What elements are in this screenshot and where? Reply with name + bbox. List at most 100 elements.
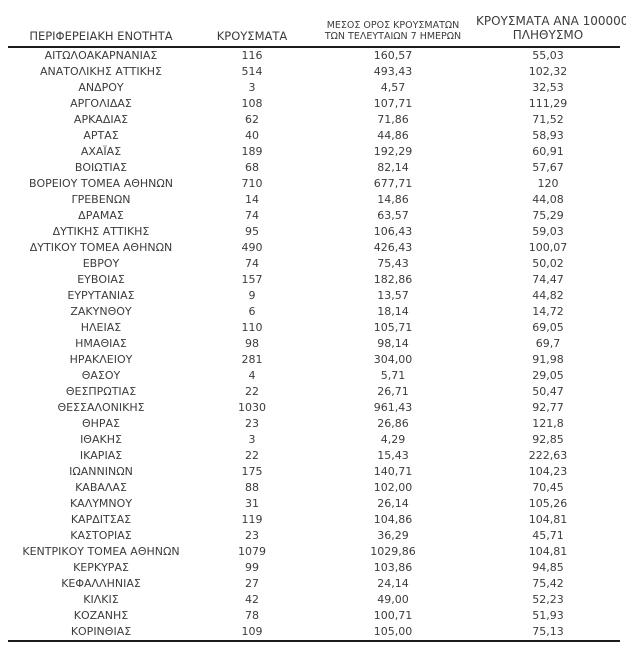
table-row: ΙΘΑΚΗΣ 3 4,29 92,85	[8, 432, 620, 448]
per-100k-cell: 104,81	[528, 545, 568, 558]
per-100k-cell: 92,85	[532, 433, 564, 446]
table-row: ΚΑΒΑΛΑΣ 88 102,00 70,45	[8, 480, 620, 496]
per-100k-cell: 92,77	[532, 401, 564, 414]
region-name-cell: ΕΥΡΥΤΑΝΙΑΣ	[67, 289, 135, 302]
table-body: ΑΙΤΩΛΟΑΚΑΡΝΑΝΙΑΣ 116 160,57 55,03 ΑΝΑΤΟΛ…	[8, 47, 620, 642]
cases-cell: 281	[241, 353, 263, 366]
avg-7day-cell: 182,86	[373, 273, 413, 286]
avg-7day-cell: 36,29	[377, 529, 409, 542]
table-row: ΗΡΑΚΛΕΙΟΥ 281 304,00 91,98	[8, 352, 620, 368]
per-100k-cell: 52,23	[532, 593, 564, 606]
avg-7day-cell: 98,14	[377, 337, 409, 350]
table-row: ΚΕΡΚΥΡΑΣ 99 103,86 94,85	[8, 560, 620, 576]
region-name-cell: ΙΩΑΝΝΙΝΩΝ	[69, 465, 133, 478]
region-name-cell: ΗΜΑΘΙΑΣ	[75, 337, 127, 350]
per-100k-cell: 59,03	[532, 225, 564, 238]
avg-7day-cell: 107,71	[373, 97, 413, 110]
per-100k-cell: 44,82	[532, 289, 564, 302]
col-header-regional-unit: ΠΕΡΙΦΕΡΕΙΑΚΗ ΕΝΟΤΗΤΑ	[8, 0, 194, 48]
table-row: ΑΡΓΟΛΙΔΑΣ 108 107,71 111,29	[8, 96, 620, 112]
cases-cell: 157	[241, 273, 263, 286]
cases-cell: 6	[248, 305, 256, 318]
avg-7day-cell: 26,86	[377, 417, 409, 430]
table-row: ΔΥΤΙΚΟΥ ΤΟΜΕΑ ΑΘΗΝΩΝ 490 426,43 100,07	[8, 240, 620, 256]
region-name-cell: ΑΡΓΟΛΙΔΑΣ	[70, 97, 132, 110]
region-name-cell: ΑΝΑΤΟΛΙΚΗΣ ΑΤΤΙΚΗΣ	[40, 65, 162, 78]
table-row: ΙΩΑΝΝΙΝΩΝ 175 140,71 104,23	[8, 464, 620, 480]
avg-7day-cell: 493,43	[373, 65, 413, 78]
cases-cell: 68	[245, 161, 259, 174]
region-name-cell: ΚΑΣΤΟΡΙΑΣ	[70, 529, 132, 542]
col-header-7day-average: ΜΕΣΟΣ ΟΡΟΣ ΚΡΟΥΣΜΑΤΩΝ ΤΩΝ ΤΕΛΕΥΤΑΙΩΝ 7 Η…	[310, 0, 476, 48]
col-header-7day-average-line2: ΤΩΝ ΤΕΛΕΥΤΑΙΩΝ 7 ΗΜΕΡΩΝ	[324, 31, 462, 43]
avg-7day-cell: 75,43	[377, 257, 409, 270]
cases-cell: 14	[245, 193, 259, 206]
avg-7day-cell: 105,71	[373, 321, 413, 334]
region-name-cell: ΚΑΡΔΙΤΣΑΣ	[70, 513, 132, 526]
table-row: ΓΡΕΒΕΝΩΝ 14 14,86 44,08	[8, 192, 620, 208]
table-row: ΚΟΡΙΝΘΙΑΣ 109 105,00 75,13	[8, 624, 620, 642]
per-100k-cell: 14,72	[532, 305, 564, 318]
region-name-cell: ΙΚΑΡΙΑΣ	[79, 449, 123, 462]
cases-cell: 74	[245, 257, 259, 270]
covid-cases-table: ΠΕΡΙΦΕΡΕΙΑΚΗ ΕΝΟΤΗΤΑ ΚΡΟΥΣΜΑΤΑ ΜΕΣΟΣ ΟΡΟ…	[8, 0, 626, 642]
per-100k-cell: 94,85	[532, 561, 564, 574]
region-name-cell: ΚΙΛΚΙΣ	[83, 593, 119, 606]
avg-7day-cell: 18,14	[377, 305, 409, 318]
avg-7day-cell: 102,00	[373, 481, 413, 494]
per-100k-cell: 51,93	[532, 609, 564, 622]
table-row: ΒΟΙΩΤΙΑΣ 68 82,14 57,67	[8, 160, 620, 176]
per-100k-cell: 32,53	[532, 81, 564, 94]
col-header-cases-per-100k: ΚΡΟΥΣΜΑΤΑ ΑΝΑ 100000 ΠΛΗΘΥΣΜΟ	[476, 0, 626, 48]
cases-cell: 108	[241, 97, 263, 110]
cases-cell: 23	[245, 417, 259, 430]
table-row: ΘΗΡΑΣ 23 26,86 121,8	[8, 416, 620, 432]
per-100k-cell: 102,32	[528, 65, 568, 78]
region-name-cell: ΖΑΚΥΝΘΟΥ	[70, 305, 132, 318]
per-100k-cell: 121,8	[532, 417, 564, 430]
avg-7day-cell: 100,71	[373, 609, 413, 622]
region-name-cell: ΑΡΤΑΣ	[83, 129, 119, 142]
per-100k-cell: 69,05	[532, 321, 564, 334]
per-100k-cell: 75,29	[532, 209, 564, 222]
cases-cell: 99	[245, 561, 259, 574]
avg-7day-cell: 24,14	[377, 577, 409, 590]
region-name-cell: ΔΥΤΙΚΟΥ ΤΟΜΕΑ ΑΘΗΝΩΝ	[29, 241, 173, 254]
table-row: ΚΕΝΤΡΙΚΟΥ ΤΟΜΕΑ ΑΘΗΝΩΝ 1079 1029,86 104,…	[8, 544, 620, 560]
region-name-cell: ΚΑΛΥΜΝΟΥ	[69, 497, 133, 510]
region-name-cell: ΑΡΚΑΔΙΑΣ	[73, 113, 129, 126]
per-100k-cell: 71,52	[532, 113, 564, 126]
table-row: ΙΚΑΡΙΑΣ 22 15,43 222,63	[8, 448, 620, 464]
table-row: ΑΧΑΪΑΣ 189 192,29 60,91	[8, 144, 620, 160]
cases-cell: 189	[241, 145, 263, 158]
per-100k-cell: 91,98	[532, 353, 564, 366]
avg-7day-cell: 82,14	[377, 161, 409, 174]
avg-7day-cell: 63,57	[377, 209, 409, 222]
col-header-regional-unit-label: ΠΕΡΙΦΕΡΕΙΑΚΗ ΕΝΟΤΗΤΑ	[29, 28, 173, 43]
table-row: ΗΜΑΘΙΑΣ 98 98,14 69,7	[8, 336, 620, 352]
per-100k-cell: 120	[537, 177, 559, 190]
cases-cell: 22	[245, 385, 259, 398]
per-100k-cell: 111,29	[528, 97, 568, 110]
avg-7day-cell: 71,86	[377, 113, 409, 126]
avg-7day-cell: 26,14	[377, 497, 409, 510]
region-name-cell: ΘΕΣΣΑΛΟΝΙΚΗΣ	[57, 401, 145, 414]
region-name-cell: ΚΟΖΑΝΗΣ	[73, 609, 129, 622]
cases-cell: 175	[241, 465, 263, 478]
cases-cell: 490	[241, 241, 263, 254]
region-name-cell: ΚΕΡΚΥΡΑΣ	[73, 561, 129, 574]
region-name-cell: ΕΒΡΟΥ	[82, 257, 120, 270]
per-100k-cell: 104,23	[528, 465, 568, 478]
region-name-cell: ΔΡΑΜΑΣ	[78, 209, 124, 222]
cases-cell: 22	[245, 449, 259, 462]
region-name-cell: ΗΡΑΚΛΕΙΟΥ	[69, 353, 133, 366]
per-100k-cell: 75,42	[532, 577, 564, 590]
col-header-cases-per-100k-line1: ΚΡΟΥΣΜΑΤΑ ΑΝΑ 100000	[476, 14, 626, 29]
cases-cell: 27	[245, 577, 259, 590]
cases-cell: 3	[248, 81, 256, 94]
table-row: ΑΝΑΤΟΛΙΚΗΣ ΑΤΤΙΚΗΣ 514 493,43 102,32	[8, 64, 620, 80]
cases-cell: 42	[245, 593, 259, 606]
table-row: ΖΑΚΥΝΘΟΥ 6 18,14 14,72	[8, 304, 620, 320]
table-row: ΔΡΑΜΑΣ 74 63,57 75,29	[8, 208, 620, 224]
